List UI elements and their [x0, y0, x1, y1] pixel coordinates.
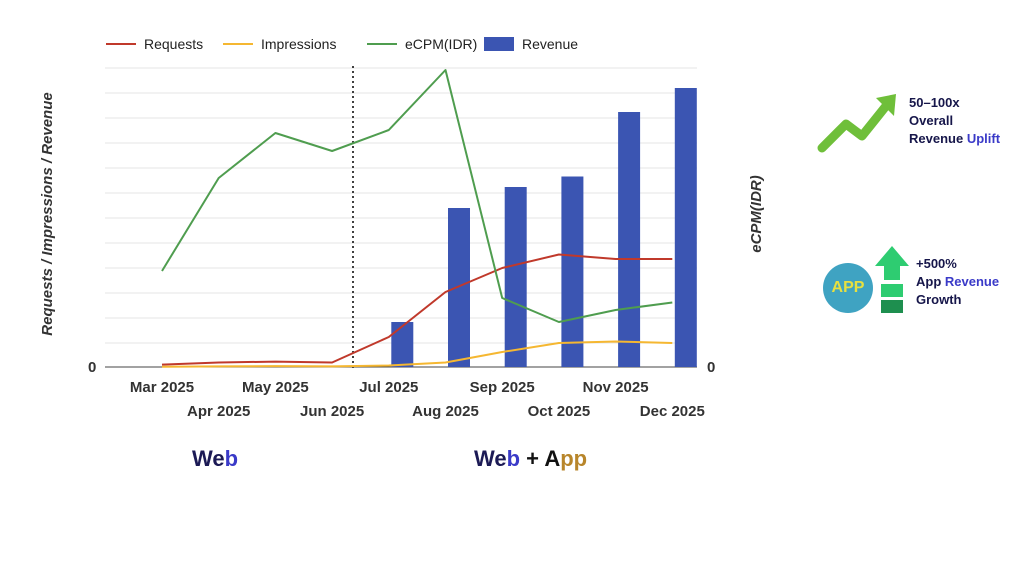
- x-tick-label: Sep 2025: [470, 379, 535, 396]
- revenue-bar: [561, 176, 584, 367]
- webapp-label-plus: +: [520, 446, 545, 471]
- web-section-label: Web: [192, 446, 238, 472]
- x-tick-labels: Mar 2025 Apr 2025 May 2025 Jun 2025 Jul 2025…: [130, 379, 705, 420]
- app-growth-line2a: App: [916, 274, 945, 289]
- webapp-label-part2: b: [506, 446, 521, 471]
- revenue-bar: [504, 187, 527, 367]
- uplift-line3a: Revenue: [909, 131, 967, 146]
- app-growth-value: +500%: [916, 256, 957, 271]
- left-axis-title: Requests / Impressions / Revenue: [39, 92, 56, 335]
- legend-label: Requests: [144, 36, 203, 52]
- trend-up-arrow-icon: [817, 94, 896, 153]
- legend: Requests Impressions eCPM(IDR) Revenue: [106, 36, 578, 52]
- web-app-section-label: Web + App: [474, 446, 587, 472]
- app-badge-text: APP: [831, 279, 865, 296]
- revenue-bar: [674, 88, 697, 367]
- x-tick-label: Mar 2025: [130, 379, 194, 396]
- app-growth-callout: +500% App Revenue Growth: [916, 255, 999, 309]
- webapp-label-part3: A: [544, 446, 561, 471]
- uplift-line2: Overall: [909, 113, 954, 128]
- series-lines: [161, 69, 673, 368]
- x-tick-label: Oct 2025: [528, 403, 591, 420]
- revenue-bar: [391, 322, 414, 367]
- webapp-label-part4: pp: [560, 446, 588, 471]
- x-tick-label: Nov 2025: [583, 379, 649, 396]
- legend-label: Revenue: [522, 36, 578, 52]
- app-growth-line3: Growth: [916, 292, 962, 307]
- app-badge-icon: APP: [823, 263, 873, 313]
- x-tick-label: Jul 2025: [359, 379, 418, 396]
- uplift-callout: 50–100x Overall Revenue Uplift: [909, 94, 1000, 148]
- series-line-requests: [161, 253, 673, 366]
- app-growth-line2: App Revenue: [916, 273, 999, 291]
- series-line-impressions: [161, 340, 673, 368]
- app-growth-line2b: Revenue: [944, 274, 1000, 289]
- revenue-bar: [618, 112, 641, 367]
- web-label-part1: We: [192, 446, 225, 471]
- legend-label: eCPM(IDR): [405, 36, 477, 52]
- growth-up-arrow-icon: [875, 246, 909, 313]
- web-label-part2: b: [224, 446, 239, 471]
- x-tick-label: May 2025: [242, 379, 309, 396]
- right-axis-title: eCPM(IDR): [748, 175, 765, 253]
- webapp-label-part1: We: [474, 446, 507, 471]
- revenue-bars: [391, 88, 697, 367]
- x-tick-label: Aug 2025: [412, 403, 479, 420]
- uplift-value: 50–100x: [909, 95, 960, 110]
- x-tick-label: Jun 2025: [300, 403, 364, 420]
- revenue-bar: [448, 208, 470, 367]
- left-axis-zero: 0: [88, 359, 96, 376]
- right-axis-zero: 0: [707, 359, 715, 376]
- legend-label: Impressions: [261, 36, 336, 52]
- x-tick-label: Dec 2025: [640, 403, 705, 420]
- series-line-ecpm-idr-: [161, 69, 673, 323]
- uplift-line3b: Uplift: [966, 131, 1001, 146]
- x-tick-label: Apr 2025: [187, 403, 250, 420]
- grid-lines: [105, 67, 697, 344]
- uplift-line3: Revenue Uplift: [909, 130, 1000, 148]
- legend-swatch: [484, 37, 514, 51]
